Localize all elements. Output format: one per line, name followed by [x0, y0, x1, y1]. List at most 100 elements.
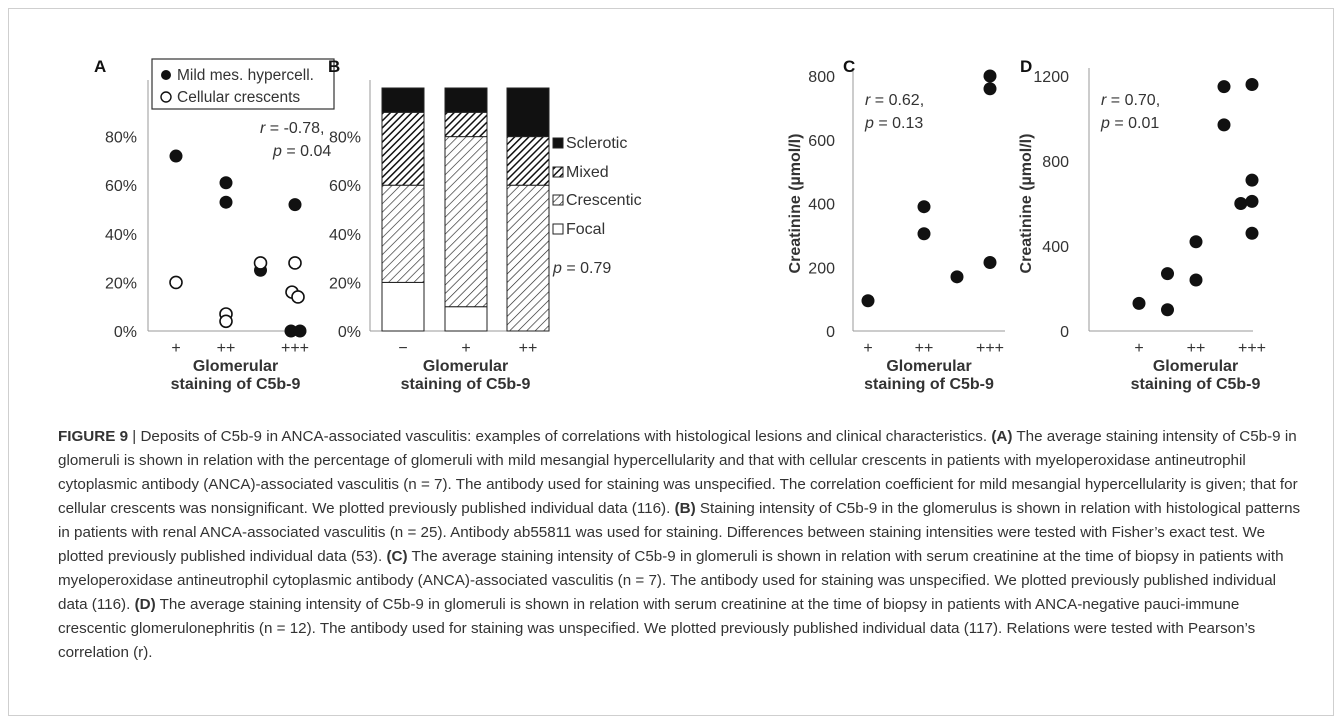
y-tick-label: 80% [105, 130, 137, 147]
x-axis-title-line2: staining of C5b-9 [864, 376, 994, 393]
y-tick-label: 400 [808, 197, 835, 214]
x-tick-label: ++ [915, 340, 934, 357]
point-creatinine [1161, 303, 1174, 317]
y-tick-label: 60% [105, 178, 137, 195]
point-mild-hypercell [219, 195, 233, 209]
x-axis-title-line1: Glomerular [886, 358, 971, 375]
legend-swatch-mixed [552, 166, 564, 178]
point-mild-hypercell [284, 324, 298, 338]
legend-swatch-sclerotic [552, 137, 564, 149]
figure-panels: A0%20%40%60%80%+ ++ +++Glomerularstaining … [94, 57, 1266, 393]
point-creatinine [1245, 226, 1259, 240]
caption-c-label: (C) [386, 548, 408, 565]
caption-a-label: (A) [991, 428, 1013, 445]
stat-p: p = 0.04 [272, 143, 331, 160]
point-cellular-crescents [253, 256, 268, 270]
stat-p: p = 0.01 [1100, 115, 1159, 132]
y-axis-title: Creatinine (µmol/l) [1018, 134, 1035, 274]
y-tick-label: 800 [808, 69, 835, 86]
bar-segment-mixed [444, 111, 488, 138]
legend-marker-filled [161, 70, 171, 80]
y-tick-label: 400 [1042, 239, 1069, 256]
legend-label-mild: Mild mes. hypercell. [177, 67, 314, 84]
point-mild-hypercell [219, 176, 233, 190]
y-tick-label: 80% [329, 130, 361, 147]
point-creatinine [1189, 235, 1203, 249]
x-tick-label: − [398, 340, 407, 357]
x-tick-label: ++ [519, 340, 538, 357]
x-axis-title-line1: Glomerular [193, 358, 278, 375]
x-axis-title-line2: staining of C5b-9 [1131, 376, 1261, 393]
x-tick-label: +++ [281, 340, 309, 357]
point-creatinine [983, 82, 997, 96]
x-tick-label: + [1134, 340, 1143, 357]
bar-segment-focal [444, 306, 488, 332]
y-tick-label: 60% [329, 178, 361, 195]
panel-letter: A [94, 57, 106, 76]
bar-segment-crescentic [506, 184, 550, 332]
point-mild-hypercell [169, 149, 183, 163]
y-tick-label: 200 [808, 260, 835, 277]
point-mild-hypercell [293, 324, 307, 338]
point-cellular-crescents [291, 290, 305, 304]
bar-segment-crescentic [381, 184, 425, 283]
x-axis-title-line2: staining of C5b-9 [171, 376, 301, 393]
y-tick-label: 0% [114, 324, 137, 341]
y-tick-label: 600 [808, 133, 835, 150]
bar-segment-sclerotic [506, 87, 550, 138]
caption-b-text: Staining intensity of C5b-9 in the glome… [58, 500, 1301, 565]
point-creatinine [917, 200, 931, 214]
caption-title: Deposits of C5b-9 in ANCA-associated vas… [140, 428, 988, 445]
stat-r: r = 0.62, [865, 92, 924, 109]
panel-letter: C [843, 57, 855, 76]
legend-label-crescentic: Crescentic [566, 192, 642, 209]
x-tick-label: ++ [217, 340, 236, 357]
point-cellular-crescents [219, 314, 233, 329]
stat-r: r = -0.78, [260, 120, 324, 137]
caption-b-label: (B) [674, 500, 696, 517]
point-creatinine [1245, 194, 1259, 208]
x-axis-title-line2: staining of C5b-9 [401, 376, 531, 393]
legend-swatch-focal [552, 223, 564, 235]
x-axis-title-line1: Glomerular [1153, 358, 1238, 375]
point-creatinine [1217, 80, 1231, 94]
point-creatinine [983, 69, 997, 83]
point-creatinine [1161, 267, 1174, 281]
y-axis-title: Creatinine (µmol/l) [787, 134, 804, 274]
caption-separator: | [128, 428, 141, 445]
panel-letter: D [1020, 57, 1032, 76]
x-tick-label: + [171, 340, 180, 357]
y-tick-label: 0 [1060, 324, 1069, 341]
x-tick-label: ++ [1187, 340, 1206, 357]
legend-label-focal: Focal [566, 221, 605, 238]
caption-c-text: The average staining intensity of C5b-9 … [58, 548, 1284, 613]
point-creatinine [950, 270, 964, 284]
x-tick-label: +++ [976, 340, 1004, 357]
legend-label-sclerotic: Sclerotic [566, 135, 627, 152]
point-creatinine [1245, 78, 1259, 91]
y-tick-label: 20% [329, 275, 361, 292]
bar-segment-crescentic [444, 136, 488, 308]
point-creatinine [983, 255, 997, 269]
bar-segment-mixed [506, 136, 550, 186]
legend-swatch-crescentic [552, 194, 564, 206]
legend-box [151, 58, 335, 110]
bar-segment-focal [381, 281, 425, 332]
stat-r: r = 0.70, [1101, 92, 1160, 109]
caption-d-text: The average staining intensity of C5b-9 … [58, 596, 1256, 661]
figure-caption: FIGURE 9 | Deposits of C5b-9 in ANCA-ass… [58, 425, 1308, 665]
figure-frame [8, 8, 1334, 716]
point-cellular-crescents [169, 275, 183, 290]
x-tick-label: + [863, 340, 872, 357]
bar-segment-mixed [381, 111, 425, 186]
point-creatinine [1234, 197, 1248, 210]
legend-marker-open [160, 91, 172, 103]
y-tick-label: 0% [338, 324, 361, 341]
point-cellular-crescents [288, 256, 302, 270]
point-creatinine [861, 294, 875, 308]
y-tick-label: 800 [1042, 154, 1069, 171]
x-tick-label: + [461, 340, 470, 357]
y-tick-label: 0 [826, 324, 835, 341]
